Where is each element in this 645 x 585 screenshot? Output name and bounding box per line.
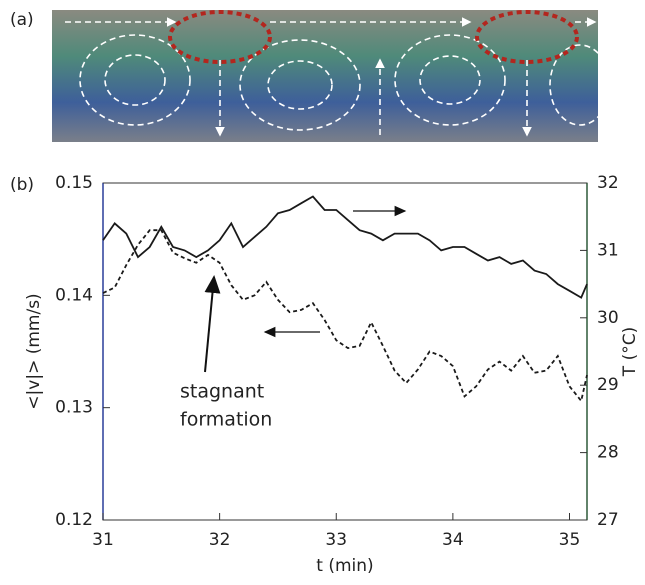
series-line xyxy=(103,230,587,401)
y2-tick-label: 28 xyxy=(597,443,619,463)
x-tick-label: 35 xyxy=(559,530,581,550)
y-axis-label: <|v|> (mm/s) xyxy=(24,293,44,409)
panel-label: (b) xyxy=(10,175,34,195)
plot: 31 32 33 34 35 0.12 0.13 0.14 0.15 27 28 29 30 31 32 t … xyxy=(24,173,640,576)
plot-frame xyxy=(103,183,587,520)
y-tick-label: 0.15 xyxy=(55,173,93,193)
y2-tick-label: 29 xyxy=(597,375,619,395)
y-tick-label: 0.13 xyxy=(55,398,93,418)
figure: (a) (b) 31 32 33 34 35 0.12 0.13 0.14 0.15 27 28 29… xyxy=(0,0,645,581)
annotation: stagnant xyxy=(180,381,264,403)
x-axis-label: t (min) xyxy=(316,556,373,576)
x-tick-label: 33 xyxy=(325,530,347,550)
y2-tick-label: 32 xyxy=(597,173,619,193)
x-tick-label: 32 xyxy=(209,530,231,550)
x-tick-label: 31 xyxy=(92,530,114,550)
annotation: formation xyxy=(180,409,272,431)
y-tick-label: 0.14 xyxy=(55,285,93,305)
series-line xyxy=(103,197,587,298)
panel-label: (a) xyxy=(10,10,34,30)
y-tick-label: 0.12 xyxy=(55,510,93,530)
x-tick-label: 34 xyxy=(442,530,464,550)
y2-tick-label: 27 xyxy=(597,510,619,530)
annotation-arrow xyxy=(205,277,214,372)
flow-image xyxy=(52,10,610,142)
y2-axis-label: T (°C) xyxy=(620,327,640,377)
y2-tick-label: 31 xyxy=(597,240,619,260)
y2-tick-label: 30 xyxy=(597,308,619,328)
